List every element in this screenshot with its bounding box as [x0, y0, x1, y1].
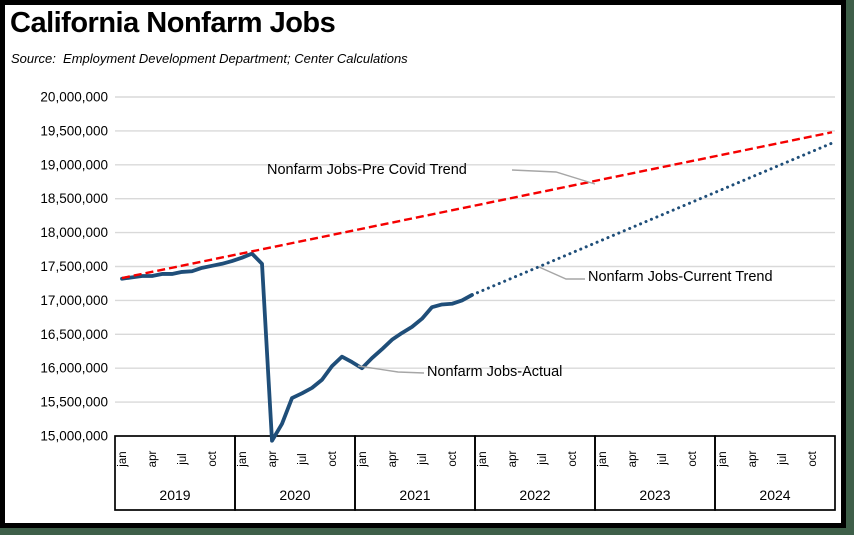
- x-axis-month-label: apr: [507, 451, 519, 468]
- annotation-leader-line: [538, 266, 585, 280]
- y-axis-tick-label: 19,500,000: [40, 123, 108, 138]
- x-axis-month-label: oct: [207, 451, 219, 467]
- x-axis-year-box: [714, 435, 836, 511]
- x-axis-month-label: apr: [747, 451, 759, 468]
- x-axis-month-label: jul: [297, 453, 309, 466]
- x-axis-month-label: oct: [447, 451, 459, 467]
- y-axis-tick-label: 19,000,000: [40, 157, 108, 172]
- x-axis-month-label: apr: [267, 451, 279, 468]
- x-axis-month-label: jan: [717, 451, 729, 467]
- annotation-leader-line: [357, 365, 425, 374]
- annotation-current-trend: Nonfarm Jobs-Current Trend: [588, 269, 773, 285]
- series-pre-covid-trend-line: [121, 131, 833, 280]
- annotation-pre-covid-trend: Nonfarm Jobs-Pre Covid Trend: [267, 162, 467, 178]
- x-axis-month-label: oct: [687, 451, 699, 467]
- x-axis-month-label: apr: [627, 451, 639, 468]
- x-axis-year-label: 2019: [159, 487, 190, 503]
- x-axis-month-label: jan: [357, 451, 369, 467]
- chart-title: California Nonfarm Jobs: [10, 7, 336, 39]
- x-axis-year-label: 2022: [519, 487, 550, 503]
- x-axis-month-label: jul: [657, 453, 669, 466]
- x-axis-month-label: apr: [147, 451, 159, 468]
- series-actual-line: [120, 251, 474, 443]
- y-axis-tick-label: 15,500,000: [40, 395, 108, 410]
- y-axis-tick-label: 18,000,000: [40, 225, 108, 240]
- chart-canvas: 20,000,000 19,500,000 19,000,000 18,500,000…: [40, 90, 836, 511]
- y-axis-tick-label: 17,500,000: [40, 259, 108, 274]
- y-axis-tick-label: 20,000,000: [40, 90, 108, 105]
- x-axis-month-label: oct: [567, 451, 579, 467]
- x-axis-month-label: jul: [177, 453, 189, 466]
- chart-frame: California Nonfarm Jobs Source: Employme…: [0, 0, 846, 528]
- x-axis-year-label: 2021: [399, 487, 430, 503]
- chart-source-note: Source: Employment Development Departmen…: [11, 51, 408, 66]
- x-axis-month-label: oct: [807, 451, 819, 467]
- annotation-leader-line: [511, 169, 596, 185]
- x-axis-month-label: oct: [327, 451, 339, 467]
- series-current-trend-line: [470, 141, 834, 297]
- y-axis-tick-label: 16,000,000: [40, 361, 108, 376]
- y-axis-tick-label: 18,500,000: [40, 191, 108, 206]
- x-axis-month-label: jul: [537, 453, 549, 466]
- x-axis-month-label: jul: [777, 453, 789, 466]
- annotation-actual: Nonfarm Jobs-Actual: [427, 364, 563, 380]
- x-axis-year-label: 2024: [759, 487, 790, 503]
- x-axis-month-label: apr: [387, 451, 399, 468]
- y-axis-tick-label: 15,000,000: [40, 429, 108, 444]
- x-axis-month-label: jan: [117, 451, 129, 467]
- x-axis-year-label: 2020: [279, 487, 310, 503]
- x-axis-month-label: jul: [417, 453, 429, 466]
- x-axis-month-label: jan: [237, 451, 249, 467]
- x-axis-month-label: jan: [477, 451, 489, 467]
- y-axis-tick-label: 16,500,000: [40, 327, 108, 342]
- y-axis-tick-label: 17,000,000: [40, 293, 108, 308]
- x-axis-year-label: 2023: [639, 487, 670, 503]
- x-axis-month-label: jan: [597, 451, 609, 467]
